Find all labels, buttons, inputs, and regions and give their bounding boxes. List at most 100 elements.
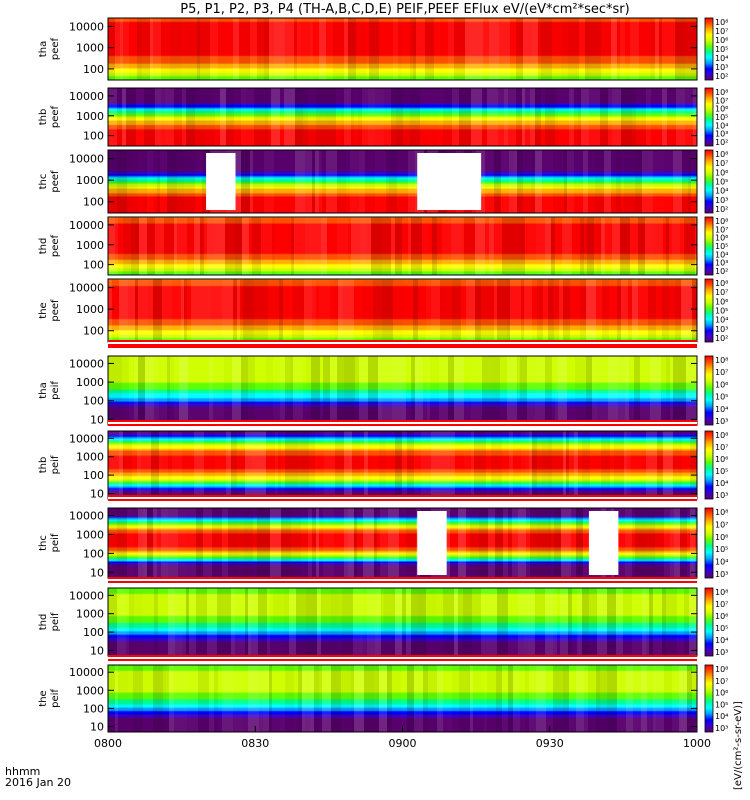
spectrogram-thb-peef: [108, 88, 697, 146]
y-tick-label: 10: [90, 487, 104, 500]
panel-product-label: peif: [50, 612, 61, 631]
y-tick-label: 10000: [69, 90, 104, 103]
panel-product-label: peif: [50, 689, 61, 708]
colorbar-tick-label: 10⁸: [715, 431, 728, 440]
spectrogram-the-peef: [108, 279, 697, 342]
colorbar-the-peef: [704, 278, 714, 343]
y-tick-label: 10000: [69, 282, 104, 295]
y-tick-label: 10000: [69, 666, 104, 679]
colorbar-tick-label: 10⁵: [715, 178, 728, 187]
colorbar-tick-label: 10³: [715, 63, 728, 72]
colorbar-tick-label: 10⁵: [715, 393, 728, 402]
colorbar-tick-label: 10⁷: [715, 520, 728, 529]
y-tick-label: 100: [83, 63, 104, 76]
panel-probe-label: thb: [38, 457, 49, 474]
spectrogram-texture: [108, 665, 697, 732]
colorbar-thc-peif: [704, 507, 714, 579]
panel-the-peif: 10000 1000 100 10 the peif 10⁸ 10⁷ 10⁶ 10⁵ 10⁴ 10³: [38, 664, 728, 734]
panel-product-label: peif: [50, 533, 61, 552]
spectrogram-texture: [108, 88, 697, 146]
colorbar-tick-label: 10⁷: [715, 225, 728, 234]
colorbar-tick-label: 10⁴: [715, 121, 728, 130]
colorbar-tick-label: 10⁸: [715, 217, 728, 226]
x-tick-label: 1000: [683, 737, 711, 750]
panel-probe-label: tha: [38, 382, 49, 398]
y-tick-label: 1000: [76, 376, 104, 389]
x-tick-label: 0900: [389, 737, 417, 750]
colorbar-tick-label: 10⁶: [715, 689, 728, 698]
panel-probe-label: thb: [38, 109, 49, 126]
colorbar-tick-label: 10²: [715, 72, 728, 81]
colorbar-tick-label: 10⁵: [715, 700, 728, 709]
y-tick-label: 10: [90, 644, 104, 657]
colorbar-tick-label: 10⁸: [715, 150, 728, 159]
colorbar-tick-label: 10²: [715, 334, 728, 343]
panel-probe-label: thc: [38, 174, 49, 190]
colorbar-tick-label: 10³: [715, 724, 728, 733]
y-tick-label: 1000: [76, 528, 104, 541]
panel-product-label: peef: [50, 105, 61, 128]
y-tick-label: 100: [83, 130, 104, 143]
spectrogram-tha-peef: [108, 18, 697, 80]
y-tick-label: 1000: [76, 303, 104, 316]
x-axis-label: hhmm: [5, 765, 40, 778]
colorbar-tick-label: 10⁸: [715, 279, 728, 288]
colorbar-tick-label: 10⁸: [715, 88, 728, 97]
y-tick-label: 1000: [76, 608, 104, 621]
x-axis-date: 2016 Jan 20: [5, 776, 71, 789]
colorbar-tick-label: 10⁶: [715, 612, 728, 621]
colorbar-tick-label: 10⁵: [715, 45, 728, 54]
colorbar-tick-label: 10⁶: [715, 105, 728, 114]
colorbar-tick-label: 10⁴: [715, 250, 728, 259]
data-gap: [588, 511, 619, 575]
colorbar-tick-label: 10³: [715, 648, 728, 657]
y-tick-label: 100: [83, 259, 104, 272]
colorbar-tick-label: 10⁶: [715, 455, 728, 464]
colorbar-tick-label: 10⁴: [715, 316, 728, 325]
colorbar-tick-label: 10⁴: [715, 479, 728, 488]
spectrogram-texture: [108, 217, 697, 275]
y-tick-label: 10: [90, 566, 104, 579]
panel-probe-label: thc: [38, 535, 49, 551]
colorbar-tick-label: 10⁴: [715, 187, 728, 196]
y-tick-label: 100: [83, 547, 104, 560]
colorbar-thb-peif: [704, 430, 714, 500]
y-tick-label: 10000: [69, 219, 104, 232]
y-tick-label: 10000: [69, 432, 104, 445]
spectrogram-texture: [108, 588, 697, 656]
colorbar-tick-label: 10⁵: [715, 242, 728, 251]
y-tick-label: 1000: [76, 110, 104, 123]
x-tick-label: 0830: [241, 737, 269, 750]
colorbar-tick-label: 10⁵: [715, 545, 728, 554]
spectrogram-texture: [108, 18, 696, 80]
panel-product-label: peef: [50, 299, 61, 322]
colorbar-tick-label: 10⁷: [715, 288, 728, 297]
panel-tha-peif: 10000 1000 100 10 tha peif 10⁸ 10⁷ 10⁶ 10⁵ 10⁴ 10³: [38, 355, 728, 426]
colorbar-thd-peif: [704, 587, 714, 657]
y-tick-label: 1000: [76, 174, 104, 187]
colorbar-tick-label: 10³: [715, 570, 728, 579]
panel-probe-label: thd: [38, 238, 49, 255]
colorbar-tick-label: 10⁴: [715, 636, 728, 645]
y-tick-label: 100: [83, 395, 104, 408]
panel-probe-label: the: [38, 302, 49, 318]
data-gap: [417, 153, 482, 210]
panel-product-label: peif: [50, 455, 61, 474]
colorbar-tick-label: 10⁷: [715, 443, 728, 452]
colorbar-tick-label: 10²: [715, 267, 728, 276]
colorbar-tick-label: 10⁶: [715, 36, 728, 45]
y-tick-label: 100: [83, 325, 104, 338]
panel-probe-label: the: [38, 690, 49, 706]
colorbar-tick-label: 10⁷: [715, 368, 728, 377]
y-tick-label: 1000: [76, 451, 104, 464]
panel-thb-peif: 10000 1000 100 10 thb peif 10⁸ 10⁷ 10⁶ 10⁵ 10⁴ 10³: [38, 430, 728, 500]
panel-probe-label: thd: [38, 614, 49, 631]
spectrogram-the-peif: [108, 665, 697, 732]
x-tick-label: 0800: [94, 737, 122, 750]
colorbar-tick-label: 10³: [715, 259, 728, 268]
data-gap: [417, 511, 447, 575]
